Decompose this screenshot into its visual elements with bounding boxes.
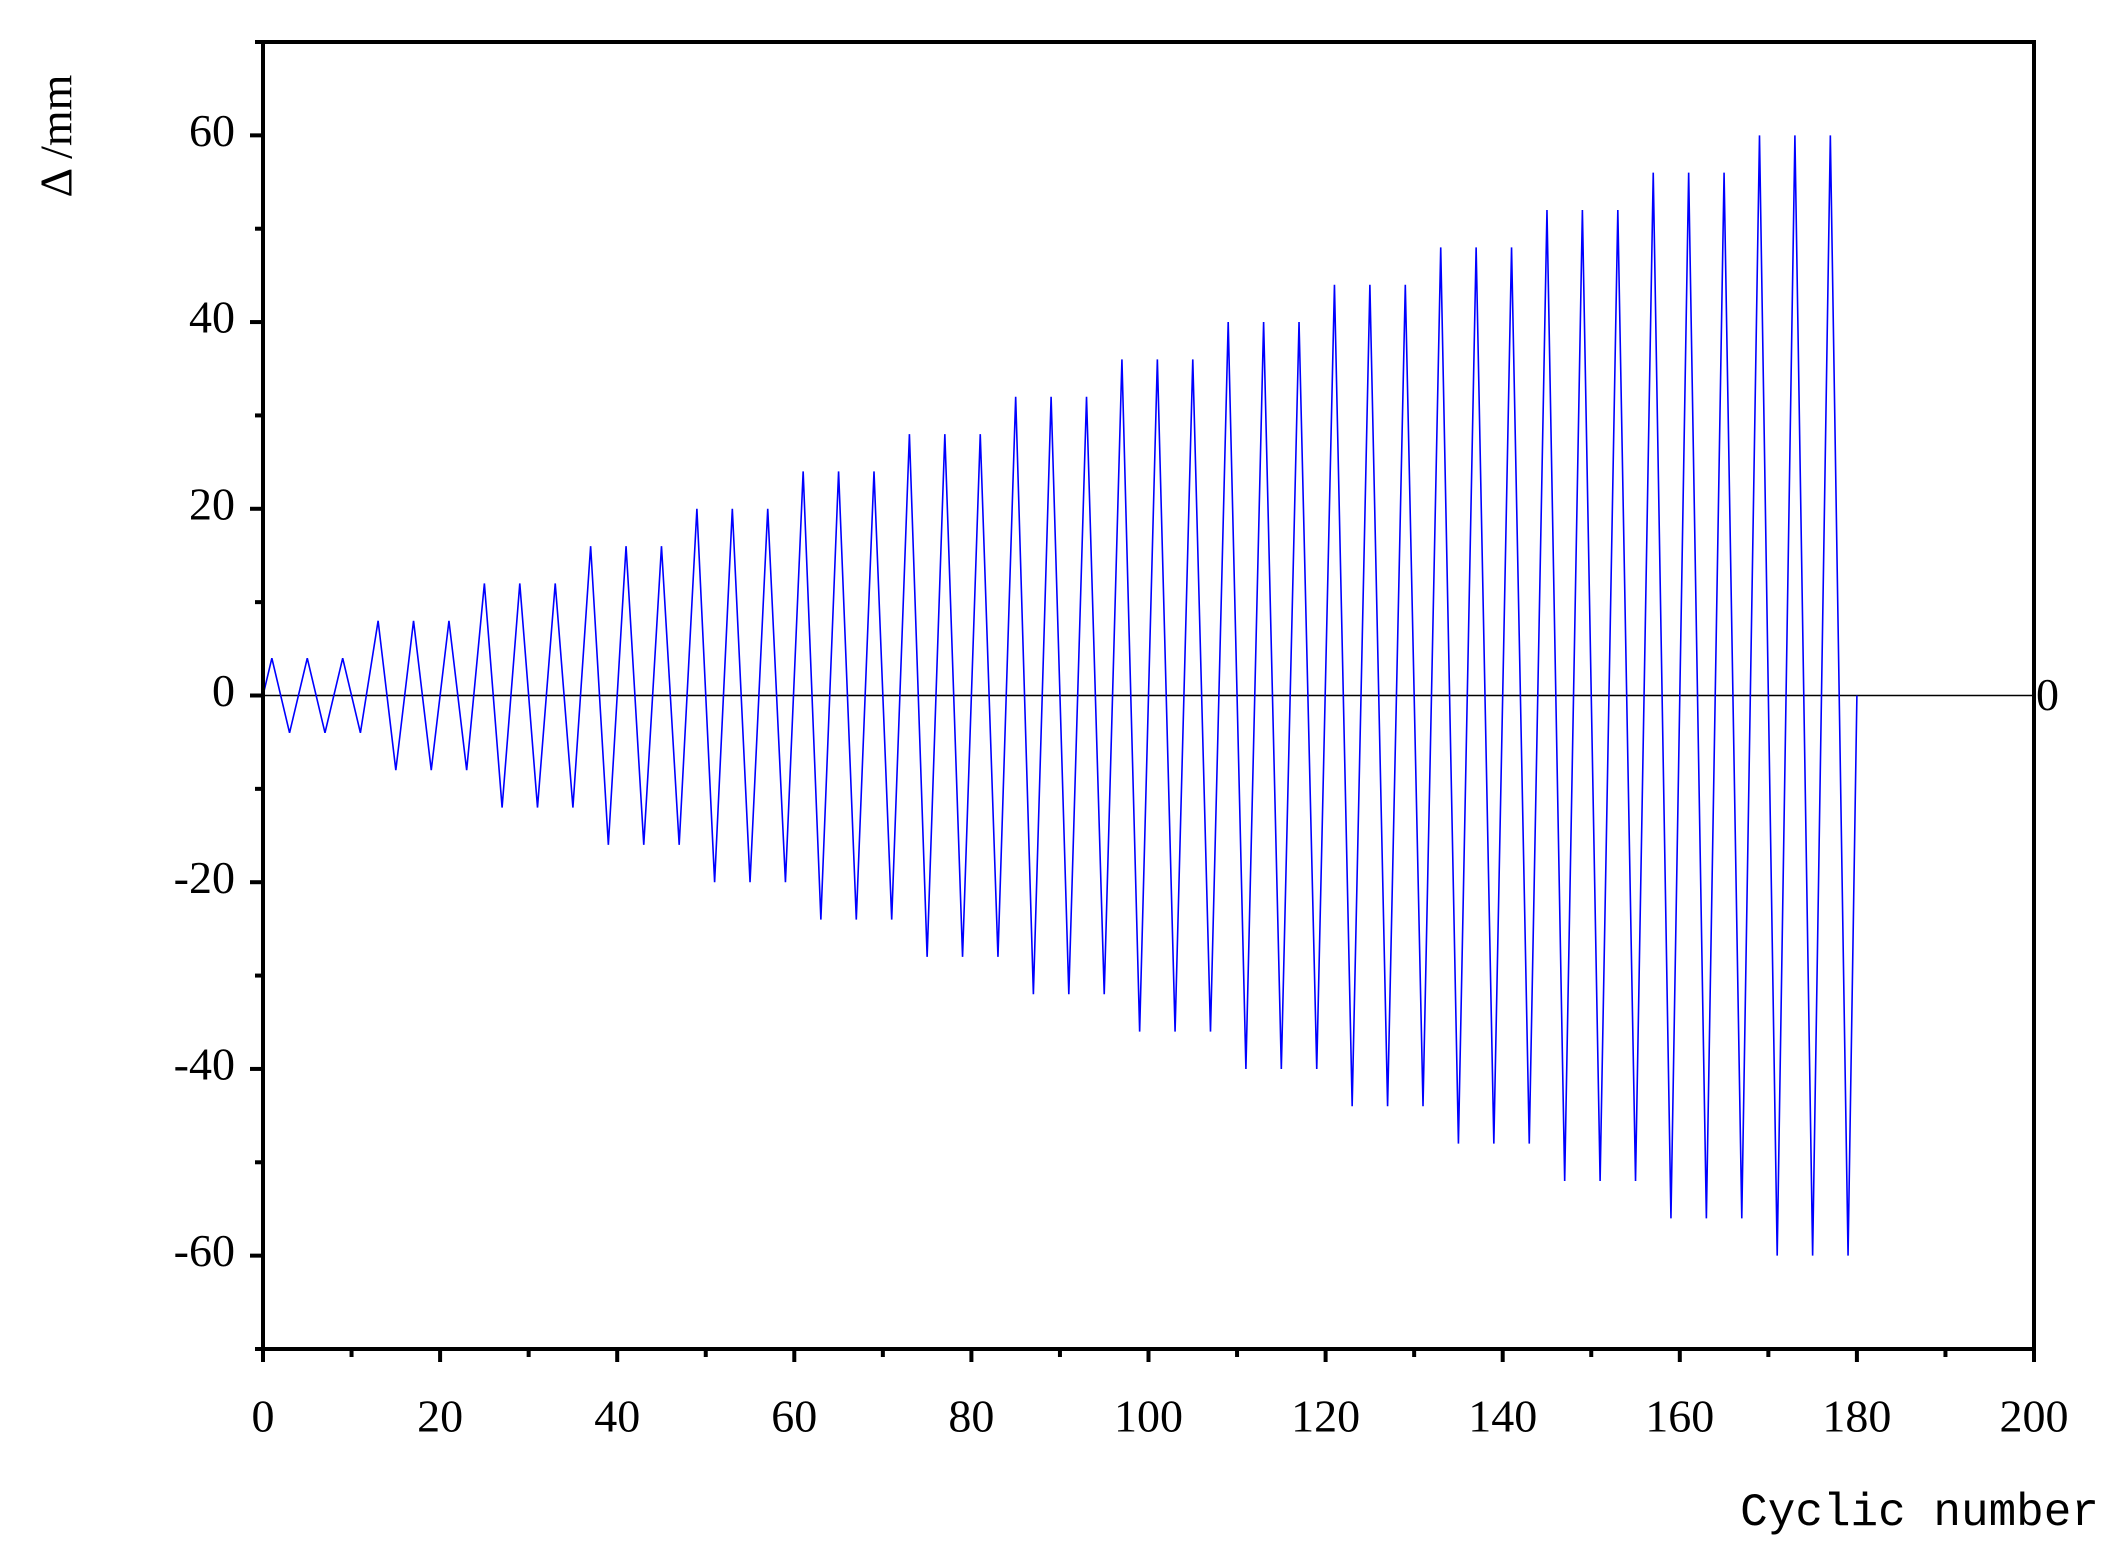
y-tick-label: -20: [174, 852, 235, 903]
x-axis-title: Cyclic number: [1740, 1487, 2099, 1539]
x-tick-label: 200: [2000, 1391, 2069, 1442]
y-tick-label: 60: [189, 105, 235, 156]
x-tick-label: 180: [1822, 1391, 1891, 1442]
x-tick-label: 120: [1291, 1391, 1360, 1442]
x-tick-label: 140: [1468, 1391, 1537, 1442]
x-tick-label: 80: [948, 1391, 994, 1442]
y-axis-title: Δ /mm: [31, 74, 82, 197]
y-tick-label: -60: [174, 1225, 235, 1276]
x-tick-label: 40: [594, 1391, 640, 1442]
y-tick-label: 40: [189, 292, 235, 343]
x-tick-label: 160: [1645, 1391, 1714, 1442]
y-tick-label: 0: [212, 665, 235, 716]
x-tick-label: 100: [1114, 1391, 1183, 1442]
reference-label: 0: [2036, 669, 2059, 720]
y-tick-label: -40: [174, 1038, 235, 1089]
x-tick-label: 0: [252, 1391, 275, 1442]
x-tick-label: 60: [771, 1391, 817, 1442]
y-tick-label: 20: [189, 478, 235, 529]
data-line: [262, 135, 1858, 1256]
x-tick-label: 20: [417, 1391, 463, 1442]
